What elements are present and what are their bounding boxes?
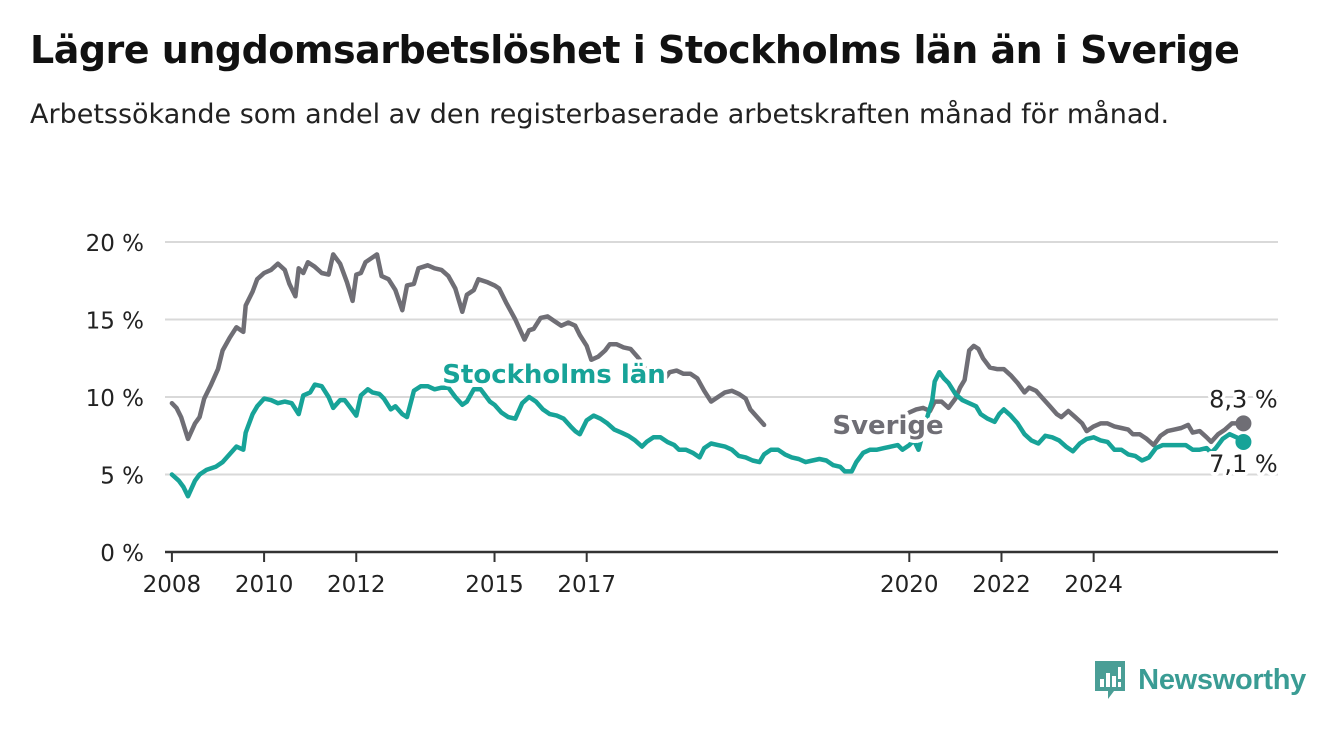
y-axis-tick-labels: 0 % 5 % 10 % 15 % 20 %	[86, 231, 144, 567]
x-tick-label: 2008	[143, 572, 202, 598]
x-tick-label: 2020	[880, 572, 939, 598]
sverige-series-label-halo: Sverige	[832, 411, 943, 441]
stockholm-end-value-label: 7,1 %	[1209, 450, 1278, 478]
y-tick-label: 5 %	[100, 464, 144, 490]
y-tick-label: 20 %	[86, 231, 144, 257]
x-tick-label: 2017	[557, 572, 616, 598]
stockholm-end-dot	[1235, 433, 1252, 450]
newsworthy-logo-icon	[1095, 661, 1126, 699]
series-labels: 8,3 %8,3 %7,1 %7,1 %SverigeSverigeStockh…	[439, 357, 1282, 482]
x-tick-label: 2015	[465, 572, 524, 598]
chart-subtitle: Arbetssökande som andel av den registerb…	[30, 99, 1170, 130]
y-tick-label: 15 %	[86, 309, 144, 335]
y-tick-label: 10 %	[86, 386, 144, 412]
sverige-end-dot	[1235, 415, 1252, 432]
stockholm-series-label: Stockholms län	[442, 360, 666, 390]
series-lines	[169, 252, 1246, 499]
stockholm-series-label-halo: Stockholms län	[442, 360, 666, 390]
sverige-end-value-label-halo: 8,3 %	[1209, 385, 1278, 413]
series-line-sverige	[169, 252, 767, 442]
sverige-series-label: Sverige	[832, 411, 943, 441]
x-tick-label: 2012	[327, 572, 386, 598]
brand-name: Newsworthy	[1138, 663, 1306, 696]
brand-logo: Newsworthy	[1092, 658, 1306, 702]
chart-title: Lägre ungdomsarbetslöshet i Stockholms l…	[30, 28, 1240, 72]
x-tick-label: 2010	[235, 572, 294, 598]
x-tick-label: 2024	[1064, 572, 1123, 598]
stockholm-end-value-label-halo: 7,1 %	[1209, 450, 1278, 478]
series-line-sverige-forts-	[907, 343, 1246, 448]
x-axis-tick-labels: 2008 2010 2012 2015 2017 2020 2022 2024	[143, 552, 1123, 598]
sverige-end-value-label: 8,3 %	[1209, 385, 1278, 413]
y-tick-label: 0 %	[100, 541, 144, 567]
x-tick-label: 2022	[972, 572, 1031, 598]
series-line-stockholms-län	[169, 369, 1246, 499]
gridlines	[165, 241, 1278, 554]
